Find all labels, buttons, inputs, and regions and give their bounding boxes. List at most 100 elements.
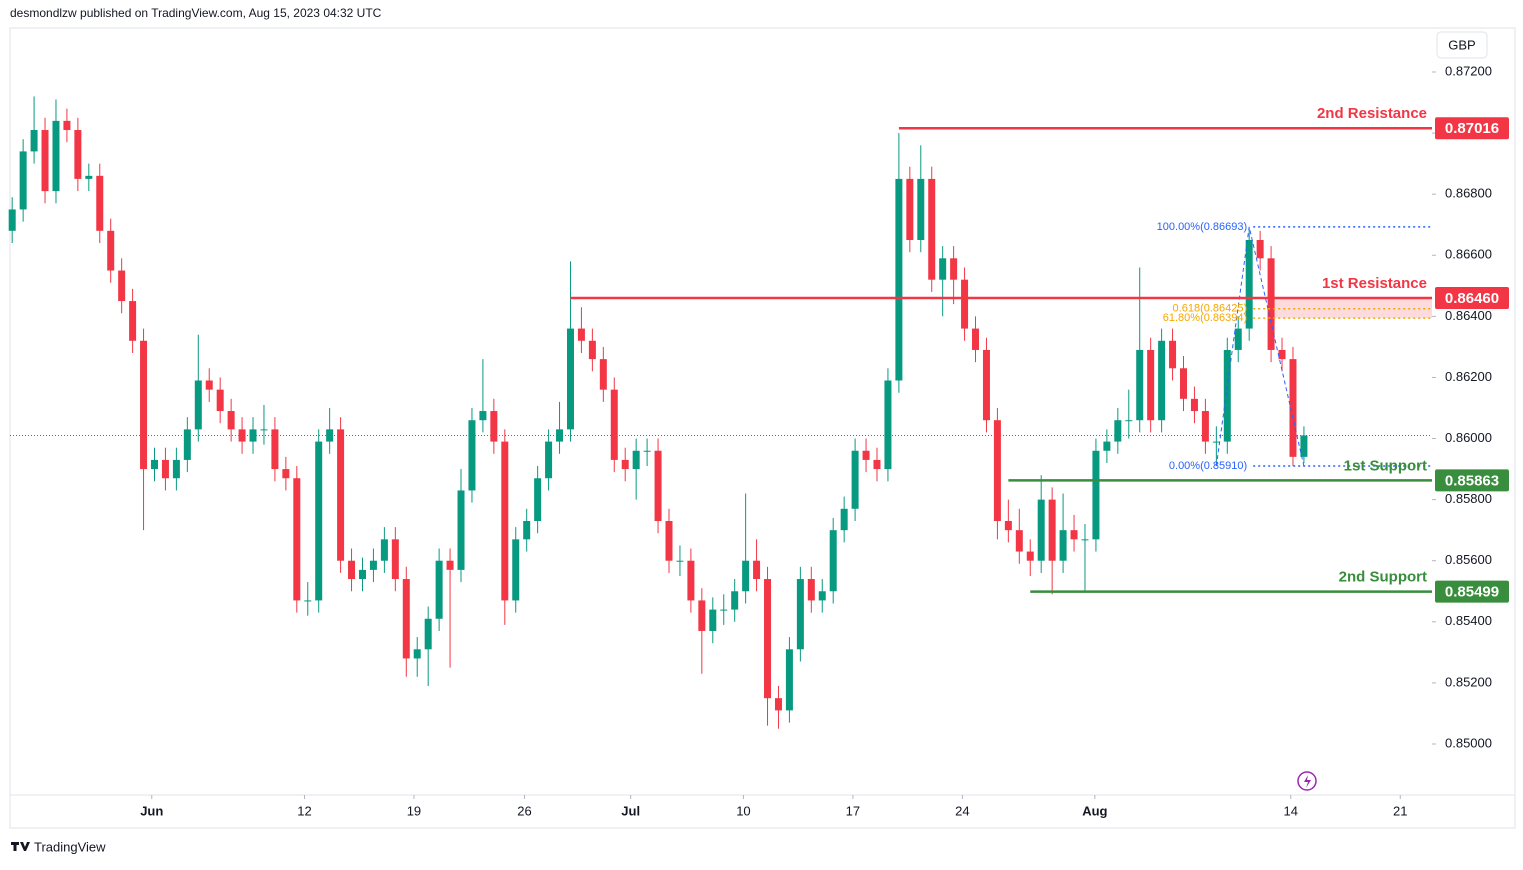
price-badge-label: 0.86460 xyxy=(1445,290,1499,307)
attribution: desmondlzw published on TradingView.com,… xyxy=(10,6,382,20)
candle-body xyxy=(260,429,268,431)
candle-body xyxy=(85,175,93,179)
candle-body xyxy=(610,389,618,460)
candle-body xyxy=(1081,539,1089,541)
candle-body xyxy=(807,579,815,601)
candle-body xyxy=(1190,398,1198,412)
candle-body xyxy=(1300,435,1308,457)
candle-body xyxy=(665,521,673,561)
icon-ring xyxy=(1297,771,1317,791)
candle-body xyxy=(227,411,235,430)
candle-body xyxy=(501,441,509,601)
candle-body xyxy=(1048,499,1056,561)
candle-body xyxy=(895,178,903,381)
candle-body xyxy=(315,441,323,601)
candle-body xyxy=(205,380,213,390)
candle-body xyxy=(884,380,892,470)
candle-body xyxy=(512,539,520,601)
icon-bolt xyxy=(1304,775,1311,788)
x-tick-label: 12 xyxy=(297,803,311,818)
fib-label: 61.80%(0.86394) xyxy=(1163,312,1247,324)
candle-body xyxy=(742,560,750,592)
candle-body xyxy=(840,508,848,531)
candle-body xyxy=(534,478,542,522)
brand-name: TradingView xyxy=(34,839,106,854)
currency-box[interactable] xyxy=(1436,31,1488,59)
candle-body xyxy=(402,579,410,659)
x-tick-label: 14 xyxy=(1284,803,1298,818)
price-badge xyxy=(1435,117,1509,140)
candle-body xyxy=(41,130,49,192)
candle-body xyxy=(1234,328,1242,350)
level-name: 1st Support xyxy=(1344,457,1427,474)
candle-body xyxy=(972,328,980,350)
x-tick-label: Aug xyxy=(1082,803,1107,818)
candle-body xyxy=(753,560,761,580)
candle-body xyxy=(1256,239,1264,259)
candle-body xyxy=(950,258,958,280)
brand: TradingView xyxy=(11,839,106,854)
y-tick-label: 0.86800 xyxy=(1445,186,1492,201)
y-tick-label: 0.86600 xyxy=(1445,247,1492,262)
candle-body xyxy=(621,459,629,470)
fib-label: 100.00%(0.86693) xyxy=(1157,221,1248,233)
x-tick-label: Jul xyxy=(621,803,640,818)
candle-body xyxy=(238,429,246,442)
fib-swing xyxy=(1215,226,1305,467)
candle-body xyxy=(785,649,793,711)
candle-body xyxy=(1289,359,1297,457)
candle-body xyxy=(282,469,290,479)
candle-body xyxy=(676,560,684,562)
candle-body xyxy=(1147,349,1155,421)
candle-body xyxy=(731,591,739,610)
candle-body xyxy=(293,478,301,601)
candle-body xyxy=(424,618,432,650)
brand-logo xyxy=(11,842,30,851)
candle-body xyxy=(457,490,465,570)
candle-body xyxy=(829,530,837,592)
candle-body xyxy=(632,450,640,470)
candle-body xyxy=(74,130,82,179)
candle-body xyxy=(326,429,334,442)
x-tick-label: Jun xyxy=(140,803,163,818)
candle-body xyxy=(468,420,476,491)
x-tick-label: 10 xyxy=(736,803,750,818)
candle-body xyxy=(939,258,947,280)
candle-body xyxy=(917,178,925,240)
candle-body xyxy=(588,340,596,360)
candle-body xyxy=(369,560,377,570)
candle-body xyxy=(1212,441,1220,443)
candle-body xyxy=(709,609,717,631)
y-tick-label: 0.85200 xyxy=(1445,674,1492,689)
candle-body xyxy=(577,328,585,341)
candle-body xyxy=(183,429,191,460)
candle-body xyxy=(30,130,38,152)
candle-body xyxy=(96,175,104,231)
candle-body xyxy=(1158,340,1166,421)
price-badge xyxy=(1435,580,1509,603)
candle-body xyxy=(304,600,312,602)
price-badge-label: 0.87016 xyxy=(1445,120,1499,137)
candle-body xyxy=(1103,441,1111,451)
y-tick-label: 0.86000 xyxy=(1445,430,1492,445)
candle-body xyxy=(1070,530,1078,540)
candle-body xyxy=(1278,349,1286,360)
candle-body xyxy=(337,429,345,561)
y-tick-label: 0.85800 xyxy=(1445,491,1492,506)
y-tick-label: 0.85600 xyxy=(1445,552,1492,567)
snapshot-icon[interactable] xyxy=(1297,771,1317,791)
candle-body xyxy=(52,120,60,192)
candle-body xyxy=(216,389,224,412)
candle-body xyxy=(796,579,804,650)
candle-body xyxy=(1015,530,1023,552)
candle-body xyxy=(348,560,356,580)
candle-body xyxy=(249,429,257,442)
candle-body xyxy=(643,450,651,452)
candle-body xyxy=(687,560,695,601)
candle-body xyxy=(1092,450,1100,540)
y-tick-label: 0.85000 xyxy=(1445,735,1492,750)
candle-body xyxy=(764,579,772,699)
y-tick-label: 0.87200 xyxy=(1445,63,1492,78)
candle-body xyxy=(982,349,990,421)
